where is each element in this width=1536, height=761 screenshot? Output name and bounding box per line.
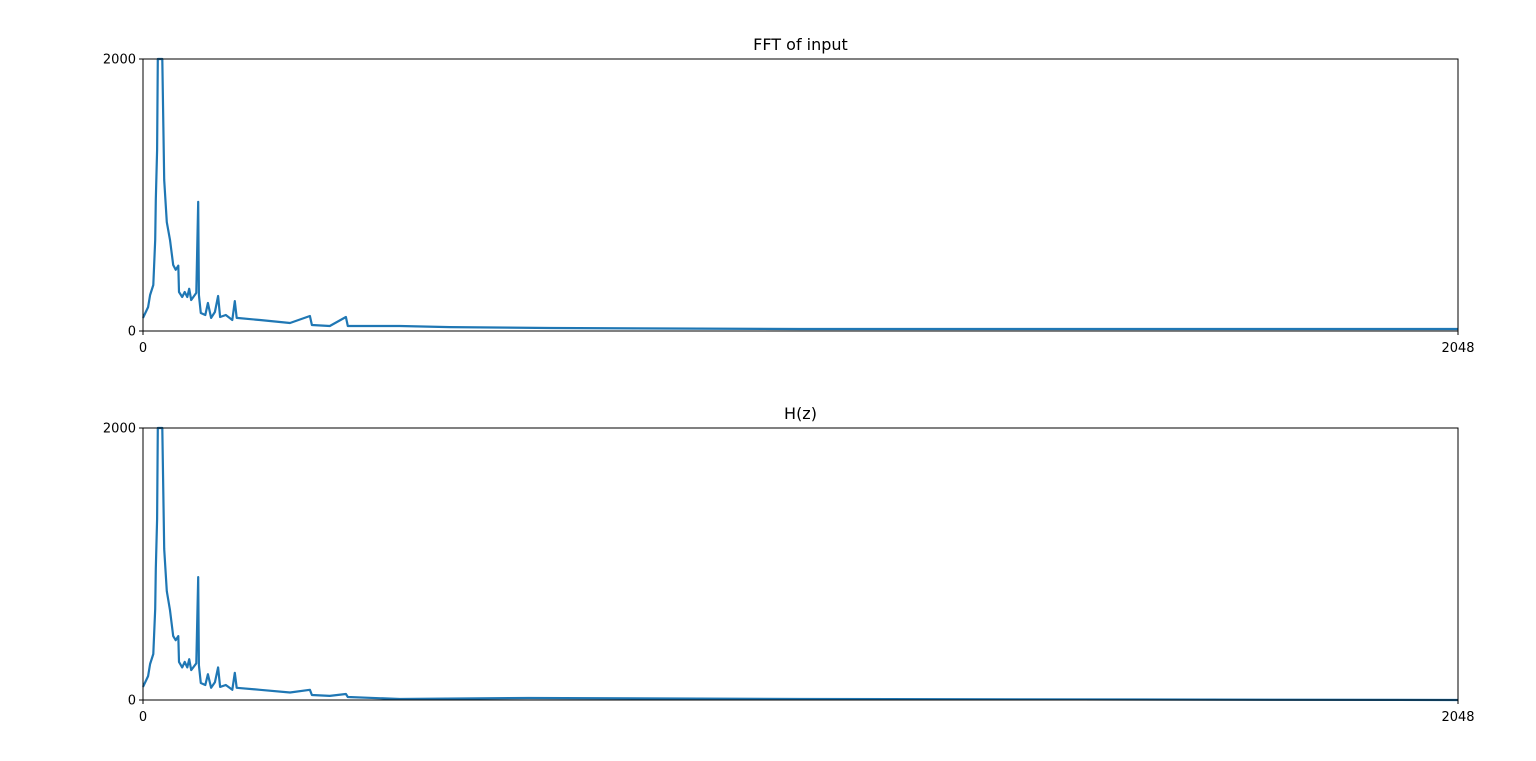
axes-frame <box>142 58 1459 332</box>
y-tick-label: 0 <box>128 694 136 709</box>
y-tick-label: 0 <box>128 325 136 340</box>
chart-title: H(z) <box>784 404 817 423</box>
axes-frame <box>142 427 1459 701</box>
x-tick-label: 2048 <box>1441 341 1474 356</box>
line <box>142 57 1458 331</box>
y-tick-label: 2000 <box>103 53 136 68</box>
y-tick-label: 2000 <box>103 422 136 437</box>
x-tick-label: 0 <box>139 710 147 725</box>
chart-title: FFT of input <box>753 35 848 54</box>
x-tick-label: 2048 <box>1441 710 1474 725</box>
x-tick-label: 0 <box>139 341 147 356</box>
line <box>142 426 1459 702</box>
